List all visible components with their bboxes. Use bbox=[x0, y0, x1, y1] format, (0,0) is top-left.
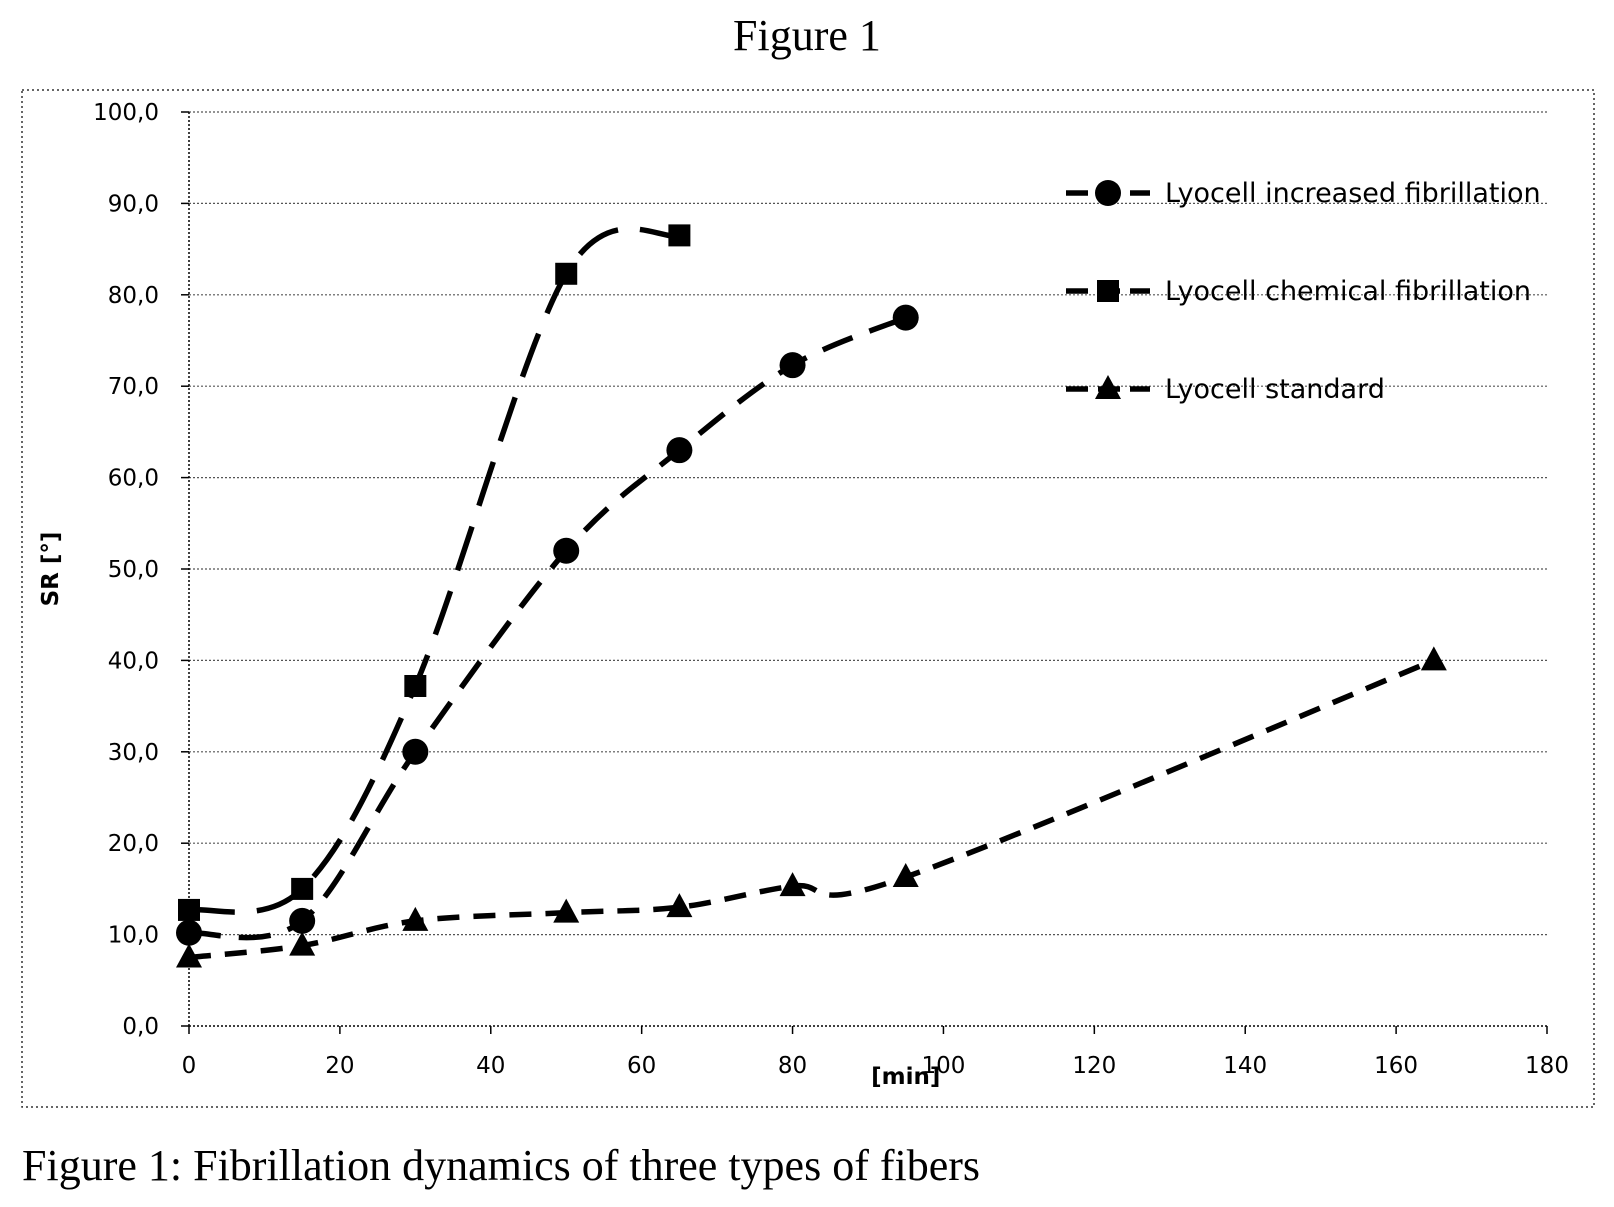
y-tick-label: 20,0 bbox=[108, 831, 159, 857]
x-tick-label: 120 bbox=[1072, 1053, 1116, 1079]
data-point-circle bbox=[289, 908, 315, 934]
legend-marker-square bbox=[1097, 280, 1119, 302]
y-tick-label: 100,0 bbox=[93, 100, 159, 126]
data-point-circle bbox=[780, 352, 806, 378]
legend-marker-circle bbox=[1095, 180, 1121, 206]
x-tick-label: 20 bbox=[325, 1053, 354, 1079]
y-tick-label: 70,0 bbox=[108, 374, 159, 400]
y-tick-label: 50,0 bbox=[108, 557, 159, 583]
y-tick-label: 90,0 bbox=[108, 191, 159, 217]
series-lines bbox=[189, 229, 1434, 958]
y-tick-label: 60,0 bbox=[108, 466, 159, 492]
y-tick-label: 40,0 bbox=[108, 648, 159, 674]
figure-caption: Figure 1: Fibrillation dynamics of three… bbox=[22, 1140, 980, 1191]
data-point-square bbox=[404, 675, 426, 697]
data-point-square bbox=[291, 878, 313, 900]
axes bbox=[181, 112, 1547, 1034]
y-tick-labels: 0,0 10,0 20,0 30,0 40,0 50,0 60,0 70,0 80,0 90,0 1… bbox=[93, 100, 159, 1040]
x-axis-label: [min] bbox=[871, 1064, 940, 1090]
data-point-circle bbox=[553, 538, 579, 564]
data-point-circle bbox=[402, 739, 428, 765]
x-tick-label: 40 bbox=[476, 1053, 505, 1079]
legend-label: Lyocell increased fibrillation bbox=[1165, 178, 1541, 209]
data-point-square bbox=[555, 263, 577, 285]
y-tick-label: 0,0 bbox=[122, 1014, 159, 1040]
y-tick-label: 30,0 bbox=[108, 740, 159, 766]
data-point-circle bbox=[666, 437, 692, 463]
data-point-square bbox=[178, 899, 200, 921]
series-markers bbox=[176, 224, 1447, 967]
x-tick-label: 80 bbox=[778, 1053, 807, 1079]
y-tick-label: 10,0 bbox=[108, 923, 159, 949]
data-point-triangle bbox=[666, 893, 692, 917]
series-line-square bbox=[189, 229, 679, 912]
chart-frame bbox=[22, 90, 1594, 1107]
x-tick-label: 60 bbox=[627, 1053, 656, 1079]
y-tick-label: 80,0 bbox=[108, 283, 159, 309]
x-tick-label: 180 bbox=[1525, 1053, 1569, 1079]
line-chart: 0,0 10,0 20,0 30,0 40,0 50,0 60,0 70,0 80,0 90,0 1… bbox=[0, 0, 1614, 1207]
series-line-circle bbox=[189, 318, 906, 938]
x-tick-label: 0 bbox=[182, 1053, 197, 1079]
y-axis-label: SR [°] bbox=[38, 532, 64, 607]
x-tick-label: 140 bbox=[1223, 1053, 1267, 1079]
data-point-triangle bbox=[1421, 646, 1447, 670]
legend-label: Lyocell chemical fibrillation bbox=[1165, 276, 1531, 307]
x-tick-label: 160 bbox=[1374, 1053, 1418, 1079]
data-point-circle bbox=[893, 305, 919, 331]
series-line-triangle bbox=[189, 660, 1434, 957]
grid-lines bbox=[189, 112, 1547, 935]
data-point-triangle bbox=[402, 907, 428, 931]
data-point-circle bbox=[176, 920, 202, 946]
legend: Lyocell increased fibrillation Lyocell ch… bbox=[1066, 178, 1541, 405]
legend-label: Lyocell standard bbox=[1165, 374, 1385, 405]
data-point-square bbox=[668, 224, 690, 246]
